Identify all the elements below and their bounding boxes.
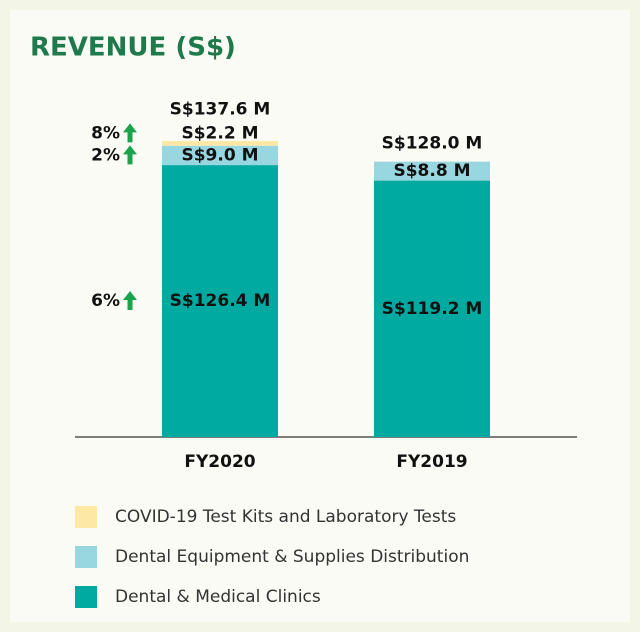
legend-swatch [75,546,97,568]
bar-segment [162,141,278,146]
bar-segment [374,161,490,181]
change-label: 6% [91,291,120,311]
change-label: 2% [91,145,120,165]
legend-swatch [75,586,97,608]
legend-label: Dental & Medical Clinics [115,587,321,607]
value-label: S$2.2 M [181,123,258,143]
total-label: S$128.0 M [382,134,483,154]
value-label: S$9.0 M [181,145,258,165]
value-label: S$126.4 M [170,291,271,311]
up-arrow [123,291,137,311]
value-label: S$8.8 M [393,161,470,181]
x-tick-label: FY2019 [396,452,467,472]
legend-label: Dental Equipment & Supplies Distribution [115,547,469,567]
value-label: S$119.2 M [382,299,483,319]
change-label: 8% [91,123,120,143]
chart-title: REVENUE (S$) [30,33,236,63]
bar-segment [162,165,278,437]
legend-label: COVID-19 Test Kits and Laboratory Tests [115,507,456,527]
x-tick-label: FY2020 [184,452,255,472]
up-arrow [123,145,137,165]
panel [10,10,630,622]
legend-swatch [75,506,97,528]
bar-segment [374,180,490,437]
total-label: S$137.6 M [170,99,271,119]
up-arrow [123,123,137,143]
bar-segment [162,145,278,166]
